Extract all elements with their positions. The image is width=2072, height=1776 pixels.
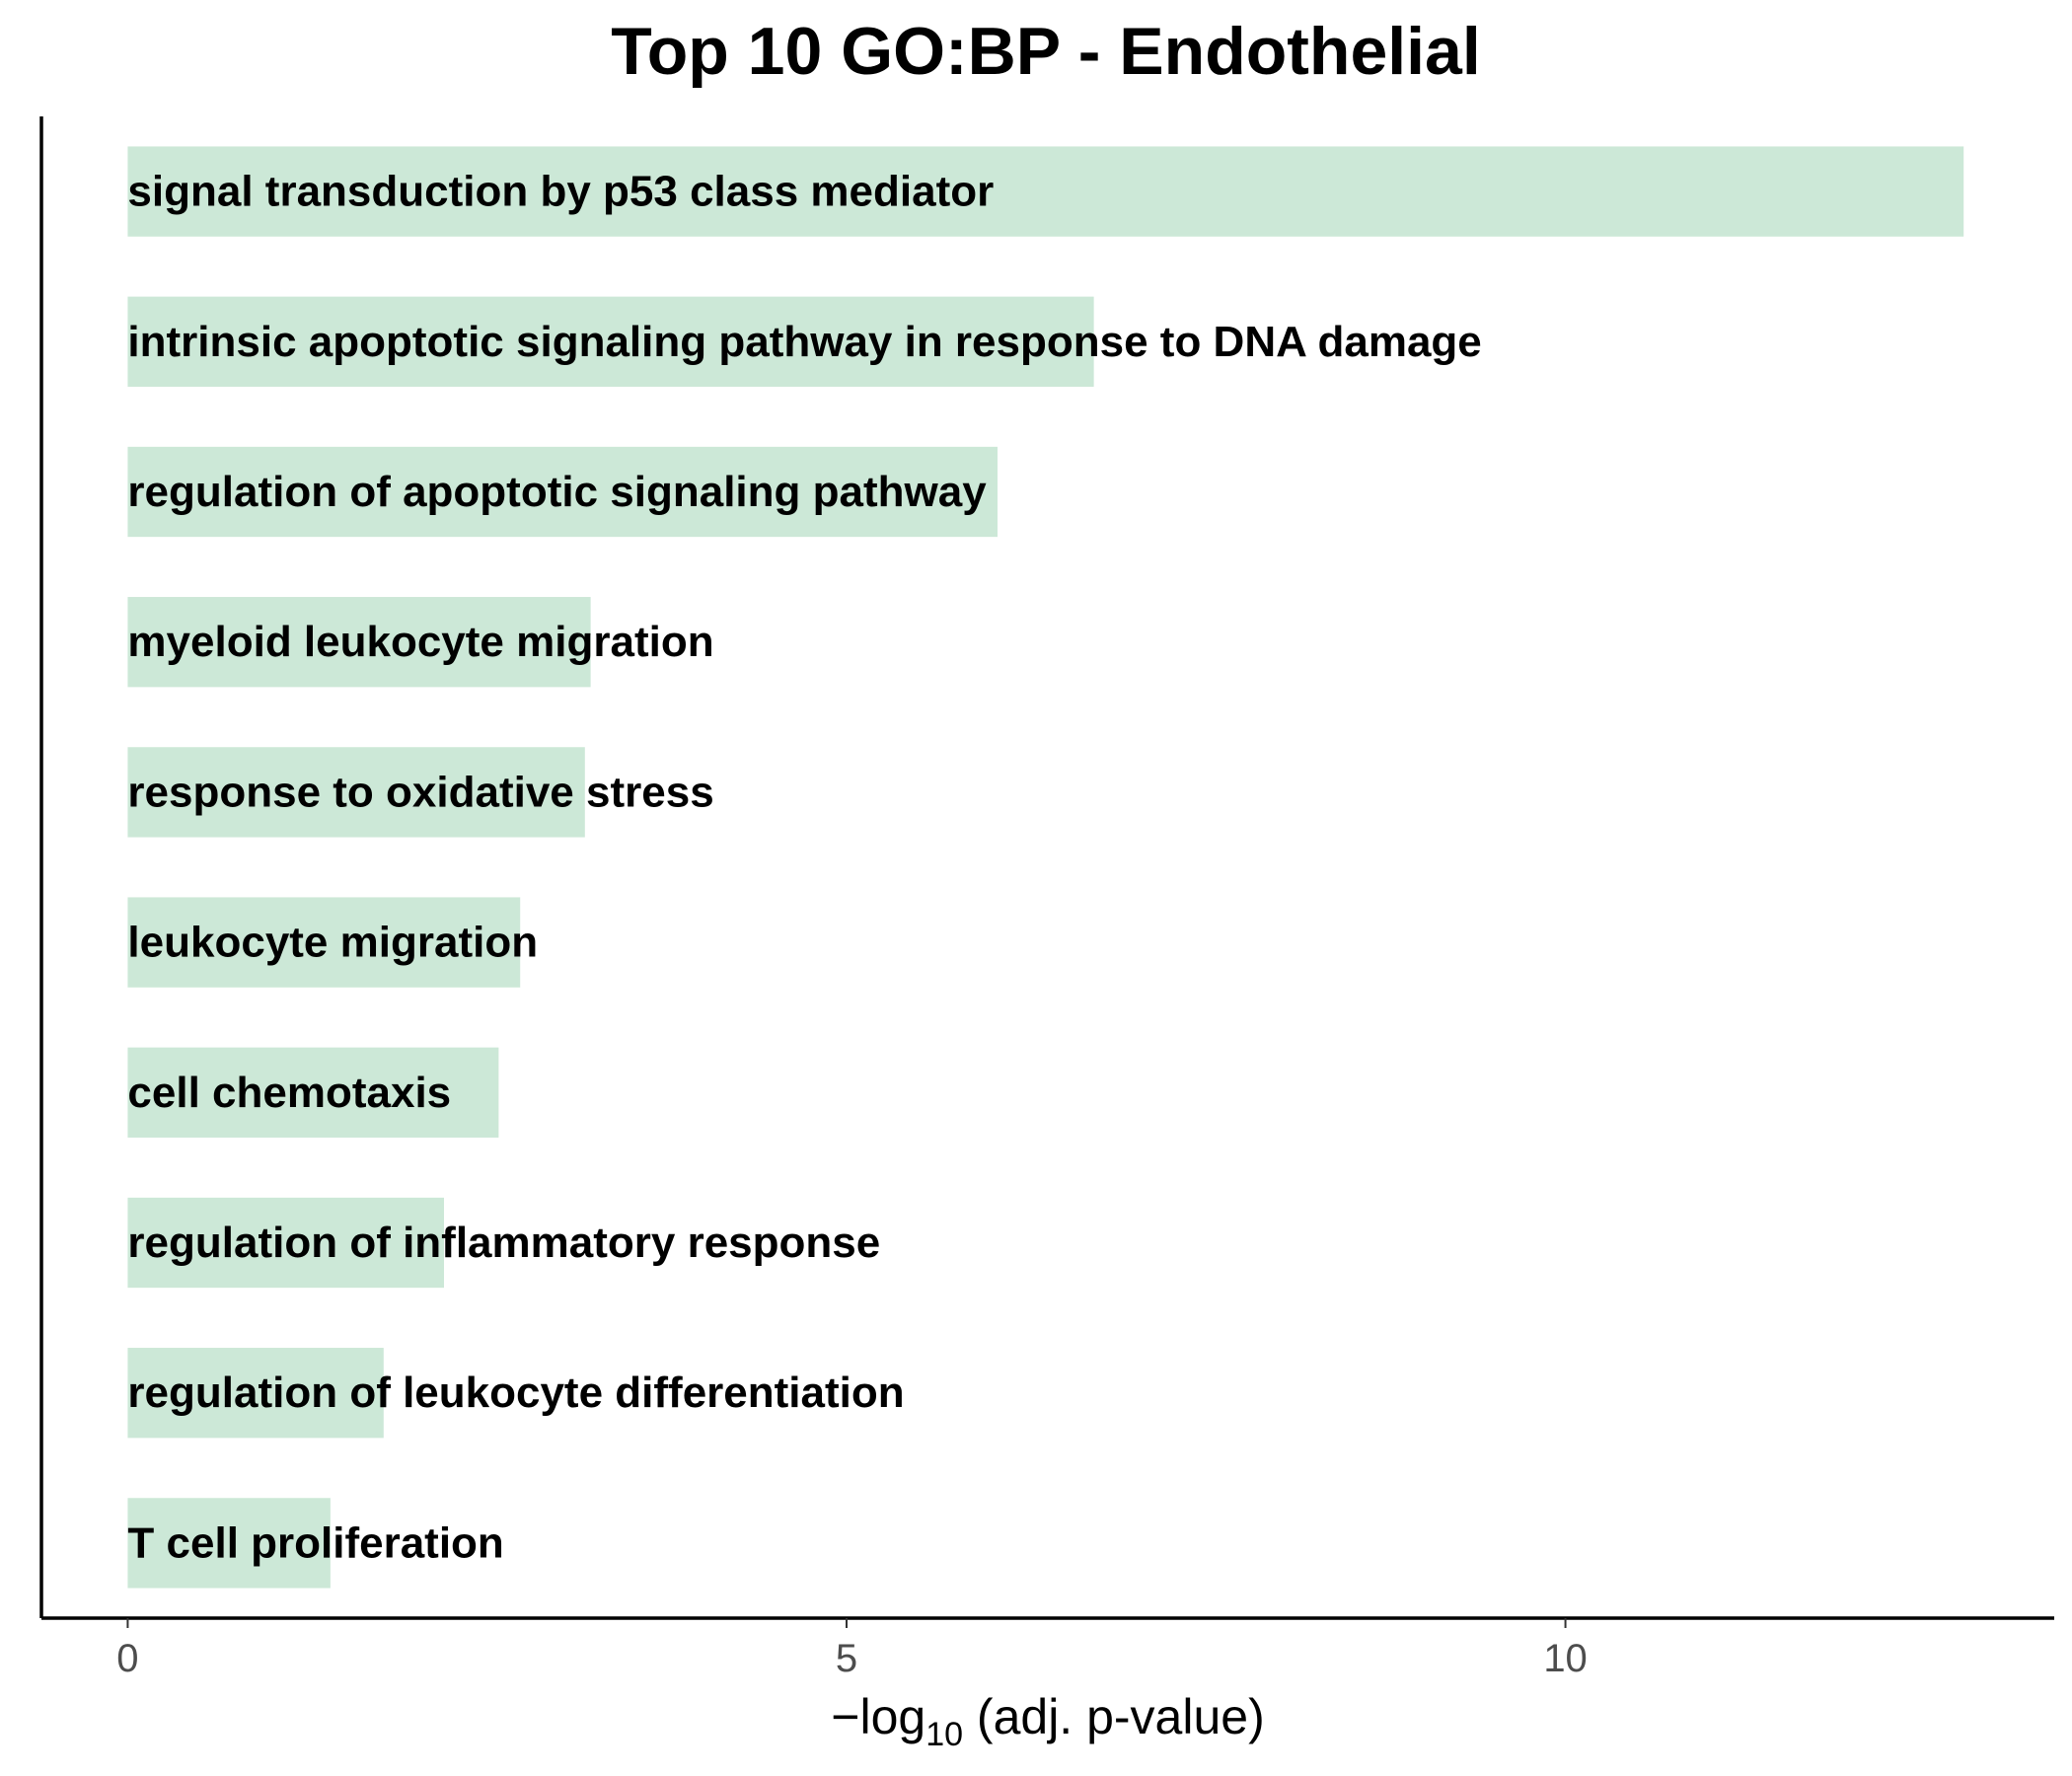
bar-label: regulation of leukocyte differentiation xyxy=(127,1369,904,1417)
bars-group xyxy=(127,146,1964,1589)
bar-label: leukocyte migration xyxy=(127,919,538,967)
bar xyxy=(127,446,998,538)
bar-label: regulation of inflammatory response xyxy=(127,1219,880,1267)
bar-label: signal transduction by p53 class mediato… xyxy=(127,168,994,216)
bar xyxy=(127,1197,444,1289)
x-axis-title-subscript: 10 xyxy=(925,1716,963,1753)
bar-label: response to oxidative stress xyxy=(127,768,713,816)
bar xyxy=(127,897,521,988)
bar xyxy=(127,597,591,688)
x-tick-label: 5 xyxy=(836,1637,857,1680)
bar xyxy=(127,747,585,838)
bar xyxy=(127,1498,331,1589)
bar-label: intrinsic apoptotic signaling pathway in… xyxy=(127,318,1481,366)
chart-title: Top 10 GO:BP - Endothelial xyxy=(611,14,1481,89)
bar xyxy=(127,1348,384,1439)
x-tick-label: 10 xyxy=(1543,1637,1588,1680)
bar xyxy=(127,146,1964,237)
bar-labels-group: signal transduction by p53 class mediato… xyxy=(127,168,1481,1568)
x-tick-label: 0 xyxy=(116,1637,138,1680)
x-axis-title-suffix: (adj. p-value) xyxy=(963,1689,1265,1744)
bar-label: cell chemotaxis xyxy=(127,1069,451,1117)
x-axis-title-prefix: −log xyxy=(831,1689,925,1744)
x-axis-title: −log10 (adj. p-value) xyxy=(831,1689,1264,1753)
bar xyxy=(127,296,1094,387)
bar-label: myeloid leukocyte migration xyxy=(127,618,713,666)
bar xyxy=(127,1047,499,1138)
bar-label: regulation of apoptotic signaling pathwa… xyxy=(127,468,987,516)
bar-label: T cell proliferation xyxy=(127,1518,503,1567)
x-ticks-group: 0 5 10 xyxy=(116,1618,1588,1680)
